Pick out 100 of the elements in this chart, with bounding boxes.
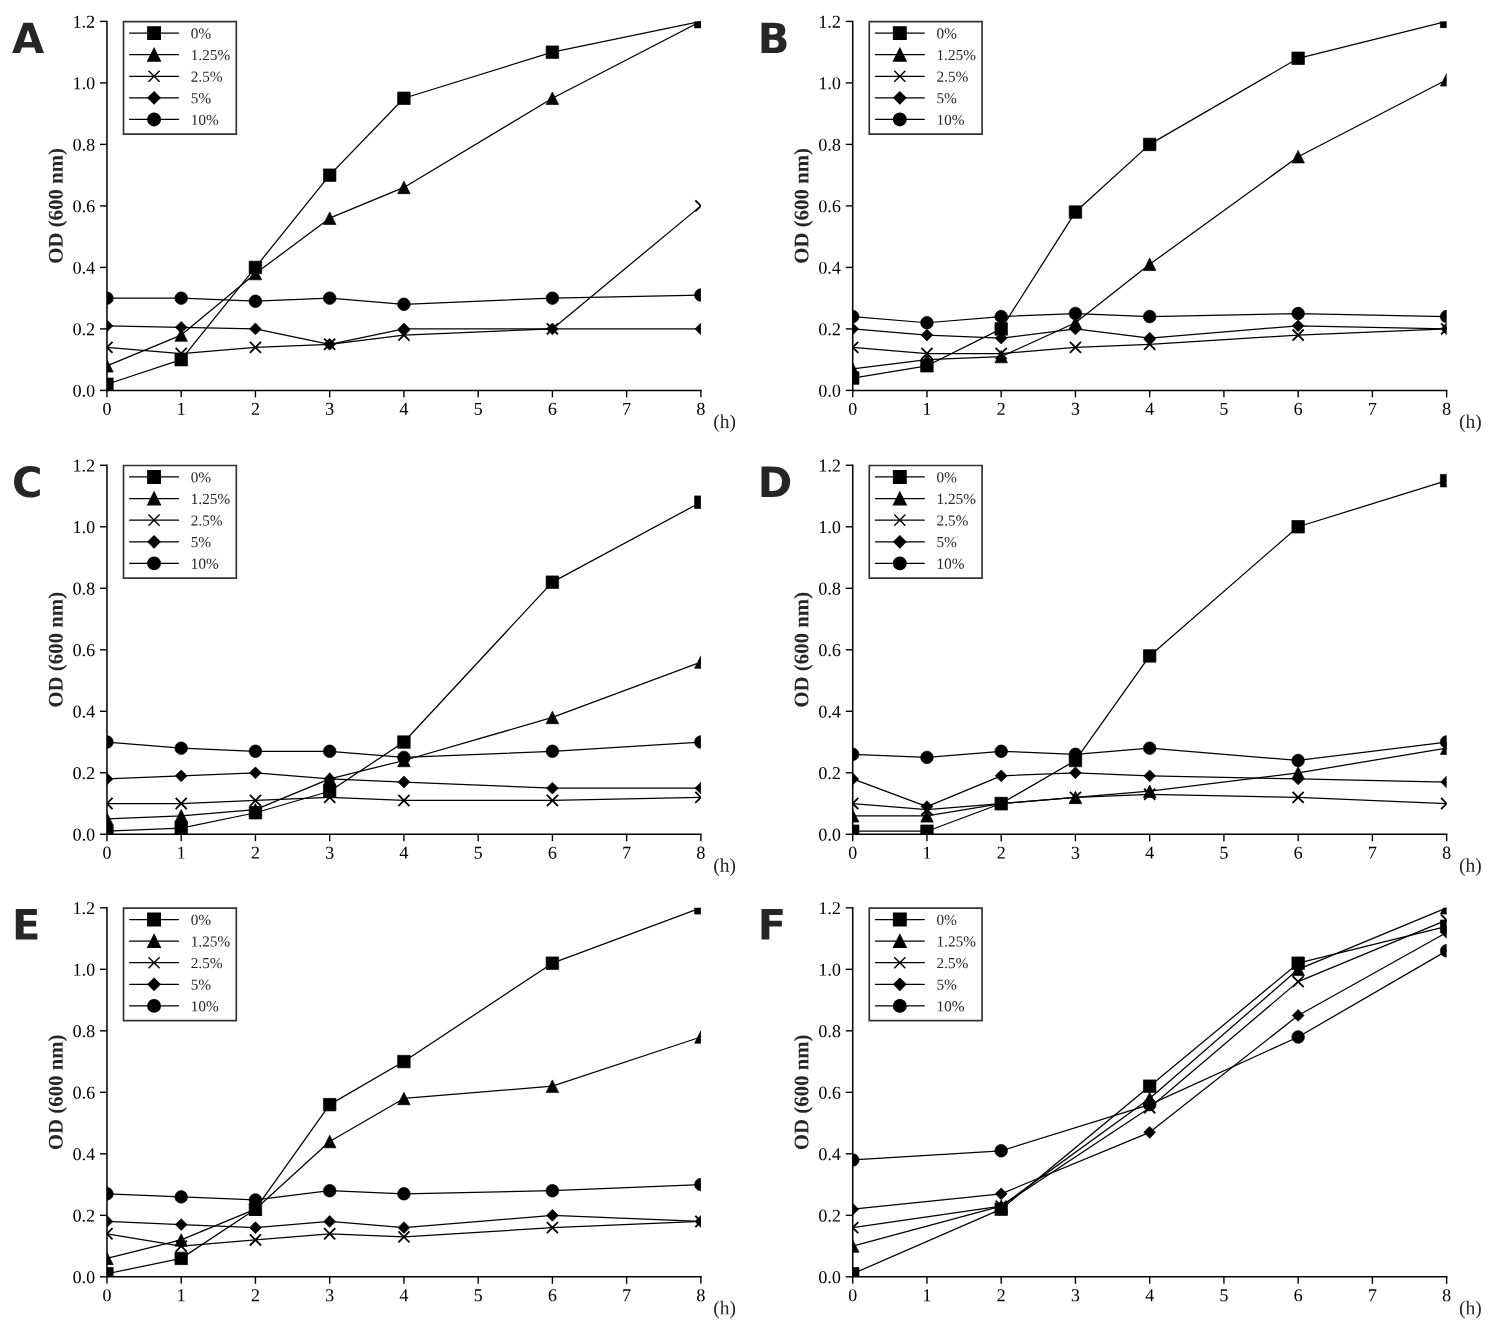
y-tick-label: 0.8	[73, 138, 95, 151]
y-tick-label: 0.2	[73, 767, 95, 780]
x-tick-label: 0	[103, 402, 111, 415]
y-tick-label: 0.8	[819, 138, 841, 151]
x-tick-label: 1	[178, 402, 185, 415]
x-tick-label: 2	[251, 402, 259, 415]
x-tick-label: 7	[1369, 846, 1377, 859]
y-tick-label: 0.8	[73, 1025, 95, 1038]
x-axis-title: (h)	[1459, 858, 1481, 876]
x-tick-label: 7	[623, 402, 631, 415]
x-tick-label: 0	[103, 846, 111, 859]
x-tick-label: 3	[326, 846, 334, 859]
x-tick-label: 5	[1220, 1289, 1228, 1302]
x-tick-label: 6	[548, 1289, 557, 1302]
y-tick-label: 1.2	[819, 459, 840, 472]
legend-label: 10%	[192, 1001, 219, 1012]
x-tick-label: 0	[848, 1289, 857, 1302]
x-tick-label: 2	[251, 846, 259, 859]
y-tick-label: 1.2	[74, 459, 95, 472]
x-tick-label: 6	[1294, 402, 1303, 415]
chart-title: A	[12, 22, 44, 54]
y-tick-label: 1.2	[74, 15, 95, 28]
legend-label: 10%	[192, 114, 219, 125]
legend-label: 10%	[192, 558, 219, 569]
legend-label: 0%	[937, 914, 957, 926]
x-tick-label: 8	[1442, 1289, 1451, 1302]
x-tick-label: 6	[548, 402, 557, 415]
y-tick-label: 0.0	[73, 1271, 95, 1284]
x-tick-label: 6	[1294, 846, 1303, 859]
legend-label: 1.25%	[192, 49, 230, 61]
y-tick-label: 0.4	[73, 261, 95, 274]
y-tick-label: 1.0	[74, 77, 95, 90]
x-tick-label: 0	[848, 846, 857, 859]
y-tick-label: 0.8	[73, 582, 95, 595]
legend-label: 0%	[937, 28, 957, 39]
x-tick-label: 2	[251, 1289, 259, 1302]
x-tick-label: 4	[399, 1289, 409, 1302]
legend-label: 1.25%	[192, 936, 230, 947]
y-tick-label: 0.4	[73, 1148, 95, 1161]
legend-label: 1.25%	[937, 493, 976, 505]
x-tick-label: 8	[1442, 402, 1451, 415]
y-tick-label: 1.0	[819, 77, 841, 90]
x-tick-label: 4	[1145, 1289, 1154, 1302]
x-tick-label: 7	[1369, 1289, 1377, 1302]
x-tick-label: 4	[1145, 846, 1154, 859]
legend-label: 10%	[937, 558, 964, 569]
chart-title: D	[761, 466, 791, 497]
x-tick-label: 5	[1220, 402, 1228, 415]
x-tick-label: 8	[697, 402, 705, 415]
x-tick-label: 6	[548, 846, 557, 859]
x-tick-label: 2	[997, 846, 1005, 859]
y-tick-label: 0.2	[819, 767, 840, 780]
x-tick-label: 0	[103, 1289, 111, 1302]
y-tick-label: 1.2	[74, 902, 95, 915]
x-tick-label: 8	[1442, 846, 1451, 859]
x-tick-label: 1	[924, 402, 931, 415]
legend-label: 0%	[937, 472, 957, 483]
y-tick-label: 1.0	[74, 963, 95, 976]
chart-title: F	[761, 909, 783, 940]
y-tick-label: 0.0	[819, 384, 841, 397]
legend-label: 2.5%	[191, 957, 223, 969]
x-tick-label: 5	[474, 402, 482, 415]
y-tick-label: 1.2	[819, 15, 840, 28]
legend-label: 5%	[191, 93, 211, 104]
legend-label: 5%	[191, 979, 211, 990]
x-tick-label: 7	[623, 846, 631, 859]
y-tick-label: 0.0	[73, 384, 95, 397]
y-tick-label: 0.2	[819, 323, 840, 336]
y-tick-label: 0.0	[819, 828, 841, 841]
x-axis-title: (h)	[714, 858, 736, 876]
legend-label: 10%	[937, 114, 964, 125]
y-tick-label: 0.0	[819, 1271, 841, 1284]
x-tick-label: 7	[1369, 402, 1377, 415]
x-tick-label: 1	[924, 846, 931, 859]
legend-label: 0%	[191, 472, 211, 483]
y-tick-label: 0.8	[819, 582, 841, 595]
x-tick-label: 1	[924, 1289, 931, 1302]
legend-label: 5%	[937, 979, 957, 990]
x-tick-label: 3	[1071, 402, 1080, 415]
x-tick-label: 3	[1071, 846, 1080, 859]
legend-label: 5%	[191, 536, 211, 548]
y-tick-label: 0.8	[819, 1025, 841, 1038]
y-tick-label: 1.2	[819, 902, 840, 915]
x-tick-label: 3	[326, 402, 334, 415]
x-axis-title: (h)	[714, 1300, 736, 1319]
x-tick-label: 3	[1071, 1289, 1080, 1302]
x-axis-title: (h)	[1459, 1300, 1481, 1319]
legend-label: 2.5%	[191, 71, 223, 82]
legend-label: 1.25%	[192, 493, 230, 505]
legend-label: 0%	[191, 28, 211, 39]
chart-title: E	[15, 909, 38, 940]
y-tick-label: 0.2	[73, 323, 95, 336]
legend-label: 2.5%	[937, 71, 968, 82]
y-tick-label: 0.4	[819, 1148, 841, 1161]
legend-label: 2.5%	[937, 957, 968, 969]
legend-label: 5%	[937, 536, 957, 548]
legend-label: 10%	[937, 1001, 964, 1012]
y-tick-label: 0.6	[819, 200, 841, 213]
chart-title: B	[761, 22, 787, 54]
x-tick-label: 4	[1145, 402, 1154, 415]
